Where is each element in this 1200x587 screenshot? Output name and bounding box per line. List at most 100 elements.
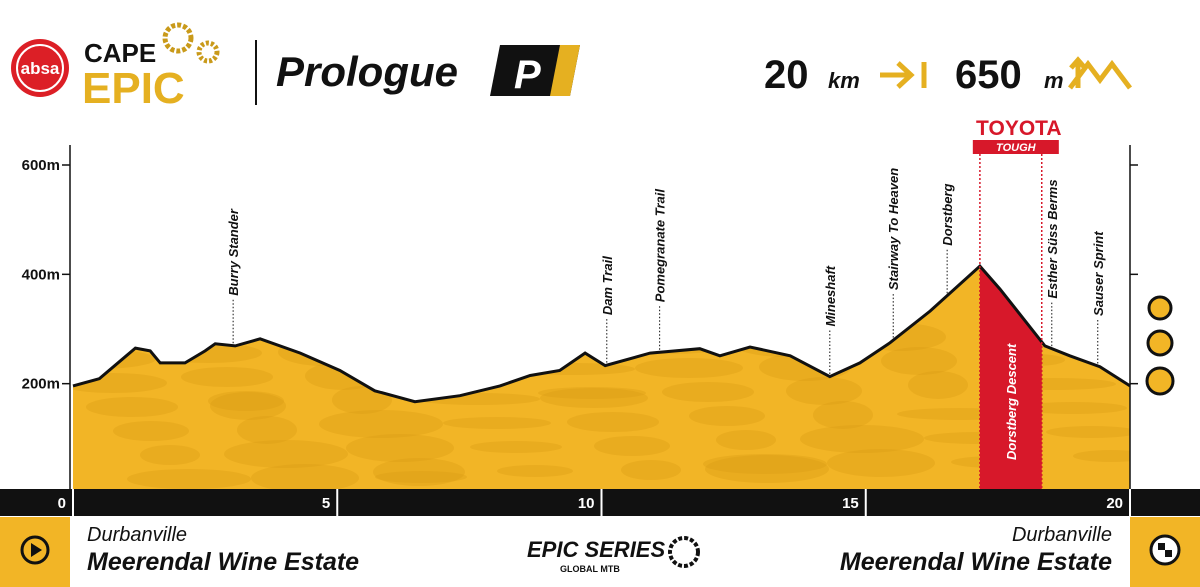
terrain-texture — [375, 471, 467, 483]
terrain-texture — [86, 397, 178, 417]
distance-unit: km — [828, 68, 860, 93]
terrain-texture — [278, 338, 370, 366]
x-tick-label: 0 — [58, 495, 66, 512]
series-sub: GLOBAL MTB — [560, 564, 620, 574]
sponsor-logo: absa — [11, 39, 69, 97]
marker-label: Esther Süss Berms — [1045, 179, 1060, 298]
terrain-texture — [524, 339, 584, 351]
brand-top: CAPE — [84, 38, 156, 68]
segment-label: Dorstberg Descent — [1004, 343, 1019, 460]
terrain-texture — [540, 388, 648, 408]
elevation-area — [73, 266, 1130, 493]
terrain-texture — [759, 353, 851, 381]
terrain-texture — [73, 324, 103, 336]
segment-tag: TOUGH — [996, 142, 1037, 154]
terrain-texture — [305, 362, 381, 390]
terrain-texture — [470, 441, 562, 453]
terrain-texture — [319, 410, 443, 438]
distance-icon — [880, 61, 927, 89]
x-axis-bar — [0, 489, 1200, 516]
marker-label: Dam Trail — [600, 256, 615, 315]
side-gears — [1145, 295, 1175, 396]
marker-label: Dorstberg — [940, 184, 955, 246]
terrain-texture — [127, 469, 251, 489]
terrain-texture — [73, 349, 156, 369]
distance-value: 20 — [764, 53, 809, 97]
terrain-texture — [827, 449, 935, 477]
stage-badge: P — [490, 45, 580, 97]
terrain-texture — [181, 367, 273, 387]
terrain-texture — [511, 363, 635, 375]
terrain-texture — [621, 460, 681, 480]
stage-name: Prologue — [276, 48, 458, 95]
terrain-texture — [113, 421, 189, 441]
terrain-texture — [373, 458, 465, 486]
terrain-texture — [705, 455, 829, 483]
terrain-texture — [635, 358, 743, 378]
x-tick-label: 5 — [322, 495, 330, 512]
series-gear — [668, 536, 700, 568]
terrain-texture — [429, 369, 489, 381]
x-tick-label: 20 — [1106, 495, 1123, 512]
y-tick-label: 600m — [22, 157, 60, 174]
terrain-texture — [73, 325, 105, 345]
terrain-texture — [703, 454, 827, 474]
terrain-texture — [716, 430, 776, 450]
terrain-texture — [154, 343, 262, 363]
finish-icon — [1149, 534, 1181, 566]
terrain-texture — [732, 329, 840, 357]
gear-icon — [162, 22, 220, 64]
start-icon — [20, 535, 50, 565]
y-tick-label: 400m — [22, 266, 60, 283]
terrain-texture — [908, 371, 968, 399]
terrain-texture — [346, 434, 454, 462]
terrain-texture — [881, 347, 957, 375]
finish-venue: Meerendal Wine Estate — [840, 548, 1112, 576]
terrain-texture — [689, 406, 765, 426]
terrain-texture — [251, 464, 359, 492]
marker-label: Sauser Sprint — [1091, 231, 1106, 316]
terrain-texture — [402, 345, 478, 357]
terrain-texture — [800, 425, 924, 453]
finish-town: Durbanville — [1012, 524, 1112, 546]
terrain-texture — [786, 377, 862, 405]
plot-area: TOYOTA TOUGH Dorstberg Descent Burry Stande… — [0, 117, 1200, 516]
terrain-texture — [1046, 426, 1130, 438]
segment-tag-box — [972, 140, 1059, 154]
series-logo: EPIC SERIES — [527, 537, 665, 562]
y-tick-label: 200m — [22, 376, 60, 393]
marker-label: Burry Stander — [226, 208, 241, 296]
terrain-texture — [662, 382, 754, 402]
terrain-texture — [237, 416, 297, 444]
start-town: Durbanville — [87, 524, 187, 546]
terrain-texture — [854, 323, 946, 351]
x-tick-label: 15 — [842, 495, 859, 512]
x-tick-label: 10 — [578, 495, 595, 512]
terrain-texture — [594, 436, 670, 456]
marker-label: Pomegranate Trail — [653, 189, 668, 303]
terrain-texture — [332, 386, 392, 414]
climbing-unit: m — [1044, 68, 1064, 93]
stage-badge-letter: P — [514, 53, 541, 97]
terrain-texture — [1019, 402, 1127, 414]
start-icon-arrow — [31, 543, 42, 557]
terrain-texture — [813, 401, 873, 429]
terrain-texture — [538, 387, 646, 399]
elevation-line — [72, 263, 1131, 404]
climbing-value: 650 — [955, 53, 1022, 97]
terrain-texture — [224, 440, 348, 468]
marker-label: Mineshaft — [823, 265, 838, 326]
terrain-texture — [73, 373, 167, 393]
terrain-texture — [210, 392, 286, 420]
sponsor-name: absa — [21, 59, 60, 78]
segment-sponsor: TOYOTA — [976, 117, 1062, 140]
terrain-texture — [497, 465, 573, 477]
terrain-texture — [443, 417, 551, 429]
terrain-texture — [140, 445, 200, 465]
terrain-texture — [208, 391, 284, 411]
climbing-icon — [1068, 56, 1132, 90]
terrain-texture — [1073, 450, 1130, 462]
marker-label: Stairway To Heaven — [886, 168, 901, 290]
terrain-texture — [567, 412, 659, 432]
